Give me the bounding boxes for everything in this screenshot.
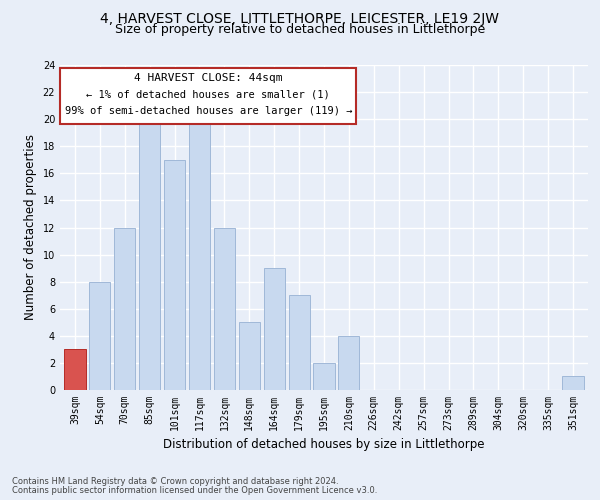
Text: 99% of semi-detached houses are larger (119) →: 99% of semi-detached houses are larger (… — [65, 106, 353, 116]
FancyBboxPatch shape — [60, 68, 356, 124]
Bar — [562, 376, 584, 390]
Bar — [89, 282, 110, 390]
Text: 4, HARVEST CLOSE, LITTLETHORPE, LEICESTER, LE19 2JW: 4, HARVEST CLOSE, LITTLETHORPE, LEICESTE… — [101, 12, 499, 26]
Bar — [313, 363, 335, 390]
Bar — [289, 295, 310, 390]
Bar — [139, 119, 160, 390]
Bar — [263, 268, 285, 390]
Bar — [114, 228, 136, 390]
Text: ← 1% of detached houses are smaller (1): ← 1% of detached houses are smaller (1) — [86, 90, 330, 100]
Text: Contains HM Land Registry data © Crown copyright and database right 2024.: Contains HM Land Registry data © Crown c… — [12, 477, 338, 486]
Y-axis label: Number of detached properties: Number of detached properties — [24, 134, 37, 320]
Bar — [164, 160, 185, 390]
X-axis label: Distribution of detached houses by size in Littlethorpe: Distribution of detached houses by size … — [163, 438, 485, 452]
Bar — [338, 336, 359, 390]
Text: Size of property relative to detached houses in Littlethorpe: Size of property relative to detached ho… — [115, 24, 485, 36]
Bar — [239, 322, 260, 390]
Bar — [189, 119, 210, 390]
Bar — [64, 350, 86, 390]
Bar — [214, 228, 235, 390]
Text: 4 HARVEST CLOSE: 44sqm: 4 HARVEST CLOSE: 44sqm — [134, 73, 282, 83]
Text: Contains public sector information licensed under the Open Government Licence v3: Contains public sector information licen… — [12, 486, 377, 495]
